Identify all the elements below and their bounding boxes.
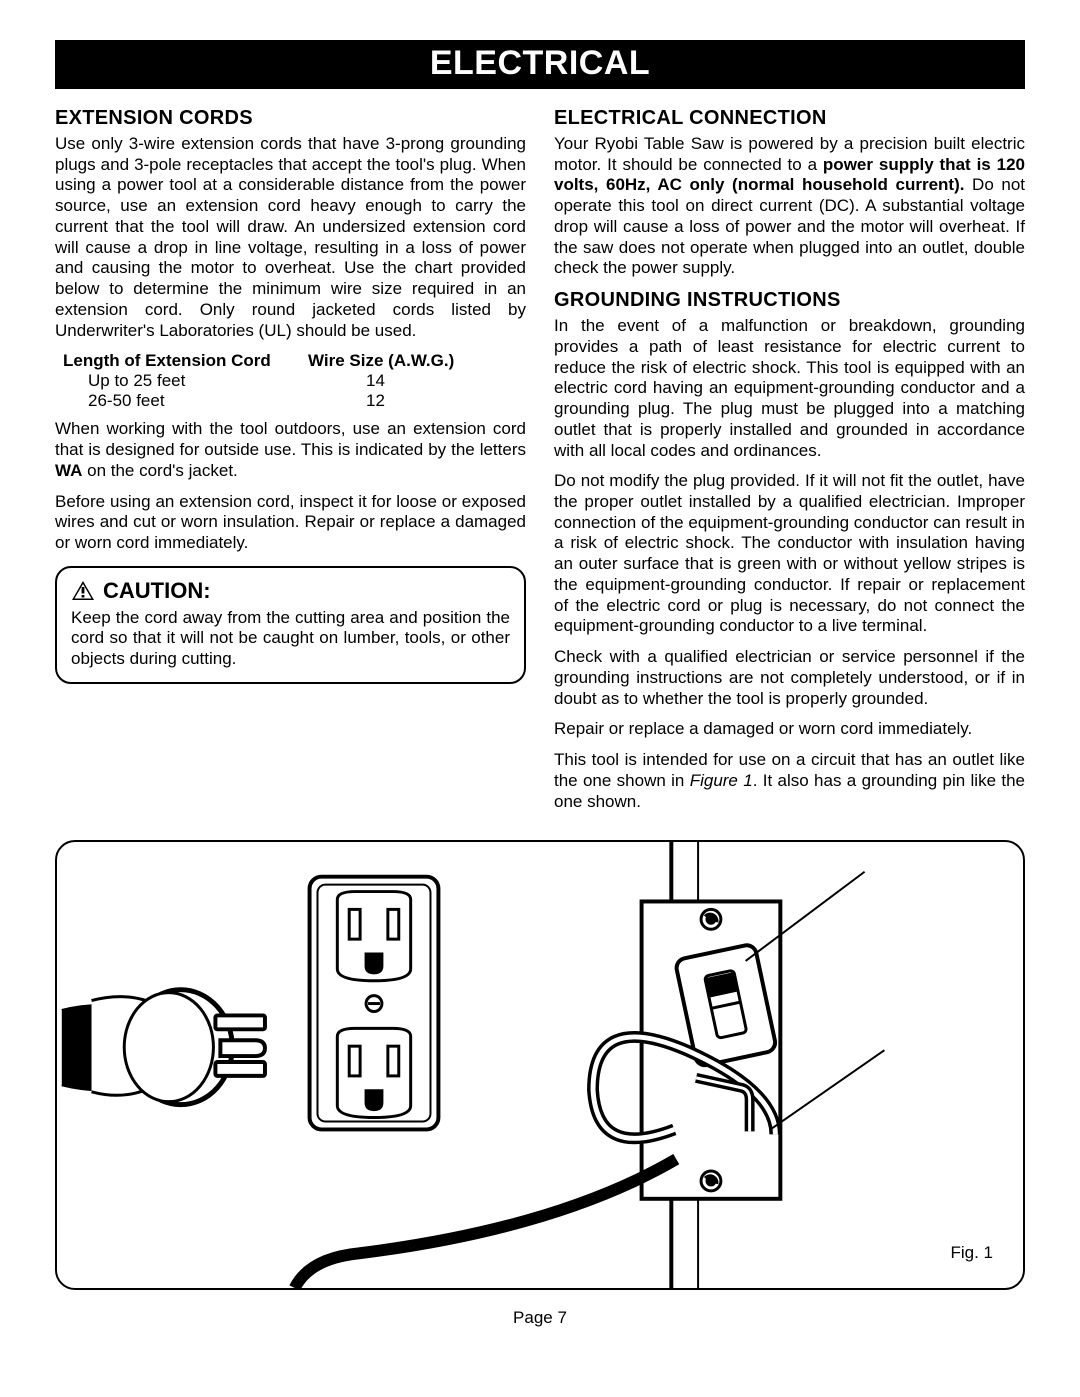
- heading-electrical-connection: ELECTRICAL CONNECTION: [554, 107, 1025, 130]
- figure-label: Fig. 1: [950, 1243, 993, 1263]
- paragraph: In the event of a malfunction or breakdo…: [554, 316, 1025, 461]
- wire-size-table: Length of Extension Cord Wire Size (A.W.…: [63, 351, 526, 411]
- left-column: EXTENSION CORDS Use only 3-wire extensio…: [55, 107, 526, 822]
- paragraph: Check with a qualified electrician or se…: [554, 647, 1025, 709]
- caution-box: CAUTION: Keep the cord away from the cut…: [55, 566, 526, 684]
- warning-triangle-icon: [71, 580, 95, 601]
- two-column-layout: EXTENSION CORDS Use only 3-wire extensio…: [55, 107, 1025, 822]
- caution-header: CAUTION:: [71, 578, 510, 604]
- paragraph: This tool is intended for use on a circu…: [554, 750, 1025, 812]
- paragraph: Use only 3-wire extension cords that hav…: [55, 134, 526, 341]
- heading-grounding-instructions: GROUNDING INSTRUCTIONS: [554, 289, 1025, 312]
- table-row: Up to 25 feet 14: [63, 371, 526, 391]
- table-header-cell: Length of Extension Cord: [63, 351, 308, 371]
- paragraph: Your Ryobi Table Saw is powered by a pre…: [554, 134, 1025, 279]
- page-number: Page 7: [55, 1308, 1025, 1328]
- paragraph: Do not modify the plug provided. If it w…: [554, 471, 1025, 637]
- table-header-row: Length of Extension Cord Wire Size (A.W.…: [63, 351, 526, 371]
- heading-extension-cords: EXTENSION CORDS: [55, 107, 526, 130]
- section-banner: ELECTRICAL: [55, 40, 1025, 89]
- table-cell: 14: [308, 371, 478, 391]
- caution-text: Keep the cord away from the cutting area…: [71, 608, 510, 670]
- paragraph: Before using an extension cord, inspect …: [55, 492, 526, 554]
- figure-1-box: Fig. 1: [55, 840, 1025, 1290]
- paragraph: Repair or replace a damaged or worn cord…: [554, 719, 1025, 740]
- table-cell: 12: [308, 391, 478, 411]
- table-cell: Up to 25 feet: [63, 371, 308, 391]
- table-cell: 26-50 feet: [63, 391, 308, 411]
- table-header-cell: Wire Size (A.W.G.): [308, 351, 478, 371]
- caution-label: CAUTION:: [103, 578, 211, 604]
- plug-outlet-illustration: [57, 842, 1023, 1288]
- paragraph: When working with the tool outdoors, use…: [55, 419, 526, 481]
- right-column: ELECTRICAL CONNECTION Your Ryobi Table S…: [554, 107, 1025, 822]
- table-row: 26-50 feet 12: [63, 391, 526, 411]
